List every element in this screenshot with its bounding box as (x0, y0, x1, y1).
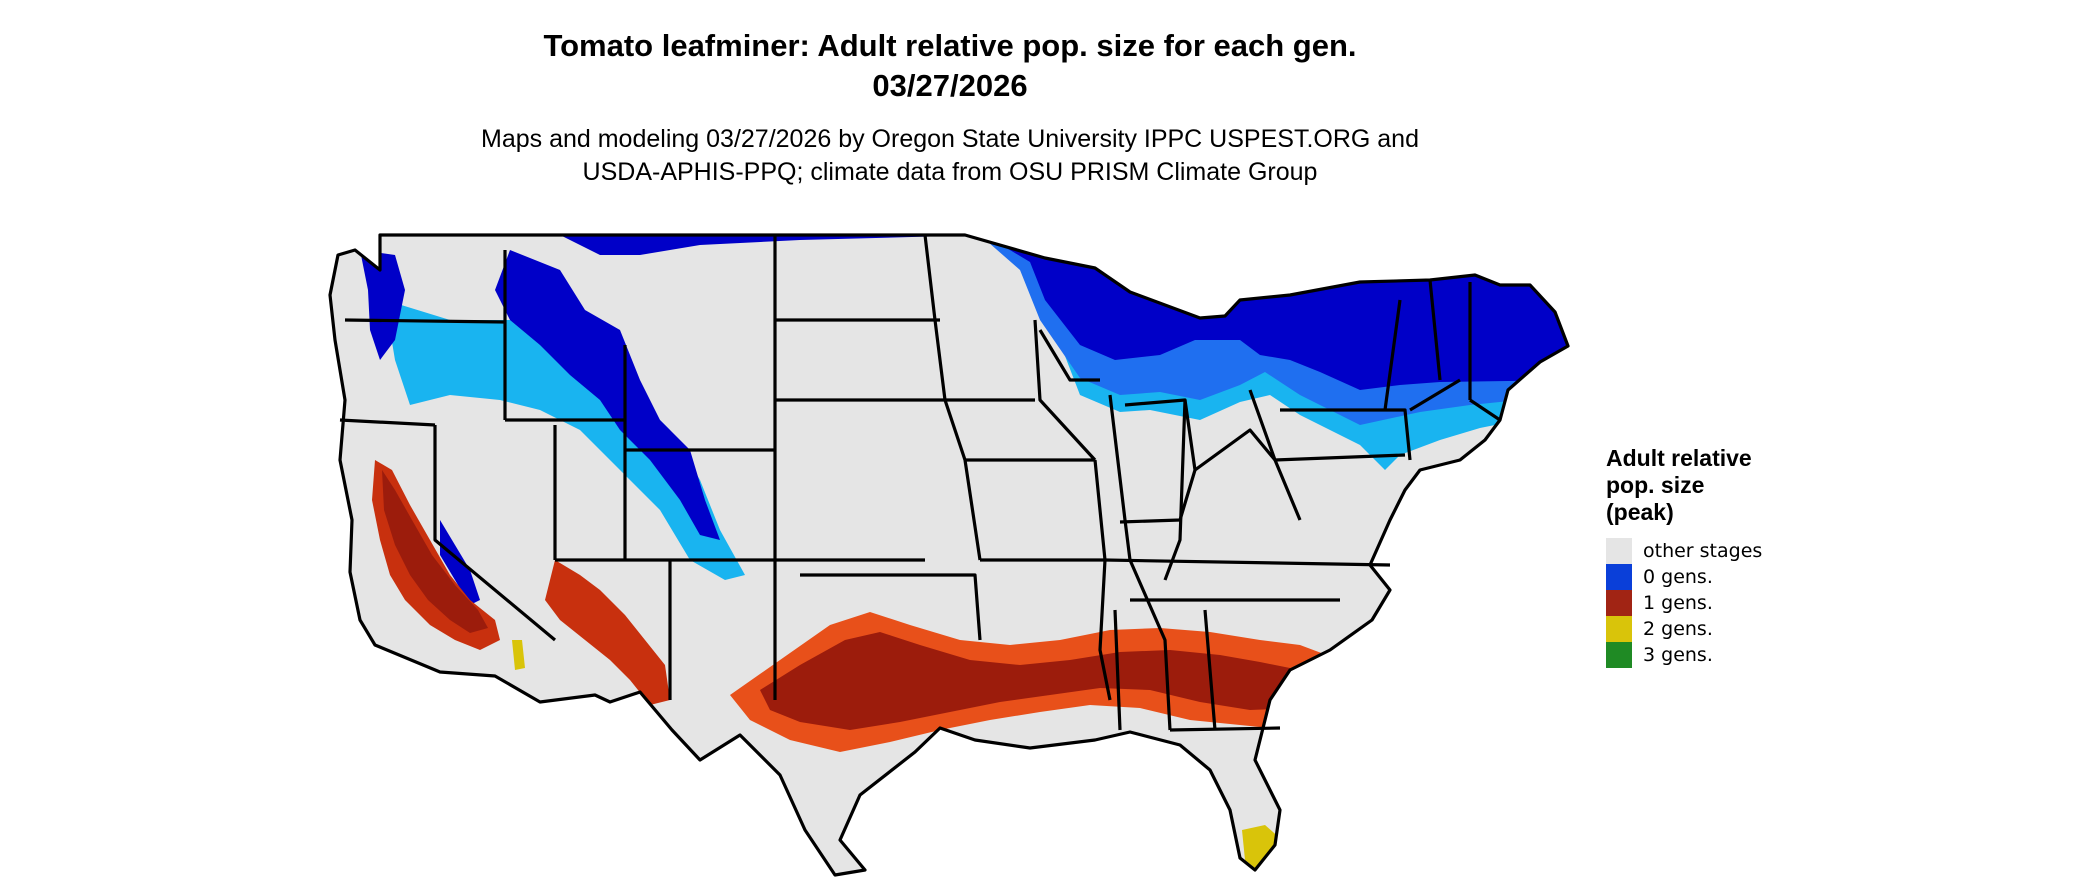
zone-zero-gens-west-light (385, 300, 745, 580)
us-generation-map (328, 233, 1570, 877)
map-date: 03/27/2026 (872, 68, 1028, 103)
legend-item-other-stages: other stages (1606, 538, 1866, 564)
legend-label: 0 gens. (1643, 566, 1713, 588)
map-subtitle-line1: Maps and modeling 03/27/2026 by Oregon S… (481, 125, 1419, 153)
map-subtitle-line2: USDA-APHIS-PPQ; climate data from OSU PR… (582, 158, 1318, 186)
legend-item-3-gens: 3 gens. (1606, 642, 1866, 668)
legend-swatch (1606, 538, 1632, 564)
zone-one-gen-south-core (760, 632, 1320, 730)
legend-title-line: Adult relative (1606, 445, 1752, 471)
zone-two-gens-imperial-valley (512, 640, 525, 670)
legend-title: Adult relative pop. size (peak) (1606, 445, 1866, 526)
legend-swatch (1606, 564, 1632, 590)
legend-item-1-gens: 1 gens. (1606, 590, 1866, 616)
legend-label: other stages (1643, 540, 1763, 562)
zone-zero-gens-dark-cascades (360, 250, 405, 360)
zone-one-gen-southwest (545, 560, 670, 705)
legend-swatch (1606, 616, 1632, 642)
legend-item-0-gens: 0 gens. (1606, 564, 1866, 590)
zone-two-gens-south-texas (868, 795, 915, 850)
state-borders (328, 233, 1570, 877)
legend-items: other stages 0 gens. 1 gens. 2 gens. 3 g… (1606, 538, 1866, 668)
legend-title-line: (peak) (1606, 499, 1674, 525)
legend-swatch (1606, 642, 1632, 668)
map-title: Tomato leafminer: Adult relative pop. si… (543, 28, 1357, 63)
zone-one-gen-california-dark (382, 470, 488, 633)
zone-zero-gens-dark-rockies (495, 250, 720, 540)
legend: Adult relative pop. size (peak) other st… (1606, 445, 1866, 668)
legend-label: 3 gens. (1643, 644, 1713, 666)
legend-label: 2 gens. (1643, 618, 1713, 640)
legend-item-2-gens: 2 gens. (1606, 616, 1866, 642)
legend-label: 1 gens. (1643, 592, 1713, 614)
legend-swatch (1606, 590, 1632, 616)
legend-title-line: pop. size (1606, 472, 1705, 498)
